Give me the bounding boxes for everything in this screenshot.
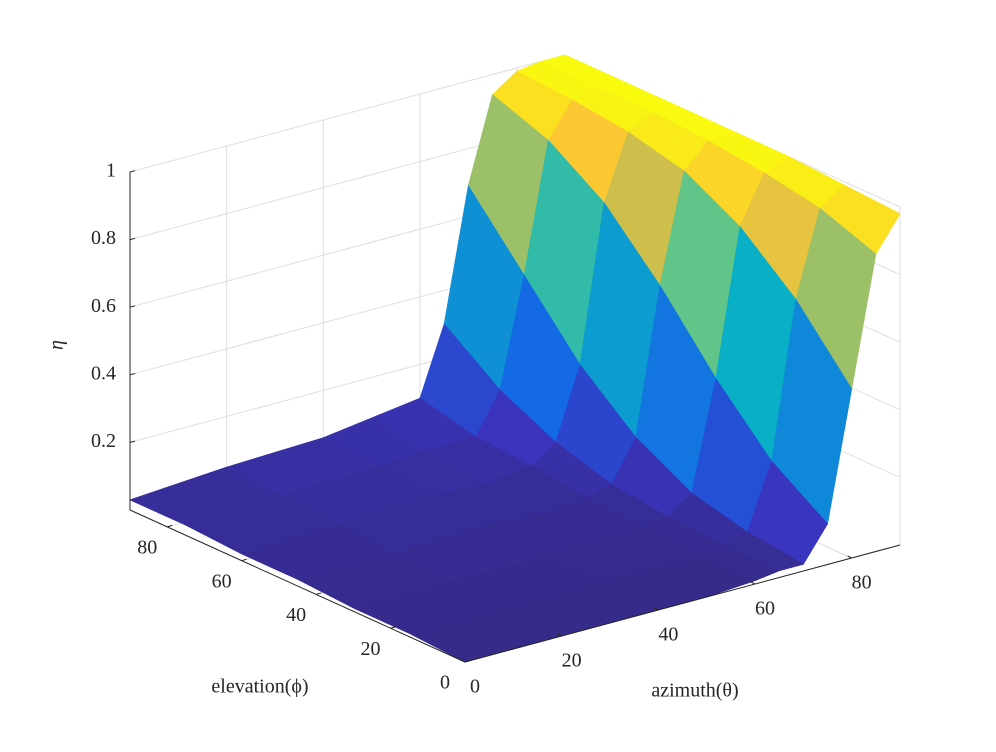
x-tick <box>750 581 756 585</box>
y-tick-label: 20 <box>361 638 381 660</box>
y-tick-label: 60 <box>212 570 232 592</box>
y-axis-label: elevation(ϕ) <box>211 676 308 698</box>
z-tick-label: 0.6 <box>91 295 116 317</box>
x-tick <box>557 633 562 637</box>
z-tick-label: 0.2 <box>91 430 116 452</box>
y-axis <box>129 509 466 663</box>
x-tick <box>847 555 852 559</box>
z-tick <box>129 170 136 173</box>
z-tick <box>129 237 136 241</box>
x-tick-label: 60 <box>755 598 775 620</box>
y-tick <box>390 626 396 629</box>
x-tick-label: 20 <box>562 650 582 672</box>
z-tick <box>129 373 136 376</box>
x-tick-label: 0 <box>470 676 480 698</box>
x-tick <box>654 607 659 611</box>
y-tick <box>464 660 471 663</box>
x-axis <box>464 544 901 663</box>
z-tick-label: 0.8 <box>91 227 116 249</box>
y-tick-label: 40 <box>286 604 306 626</box>
grid-line <box>129 54 566 173</box>
z-tick <box>129 305 136 308</box>
x-tick-label: 40 <box>658 624 678 646</box>
x-tick-label: 80 <box>852 572 872 594</box>
y-tick-label: 80 <box>137 536 157 558</box>
z-tick-label: 0.4 <box>91 362 116 384</box>
axes: 0 20 40 60 80 0 20 40 60 80 0.2 0.4 0.6 0.8 1 <box>91 160 901 698</box>
z-tick-label: 1 <box>106 160 116 182</box>
surface <box>129 54 901 663</box>
z-axis-label: η <box>46 340 68 350</box>
x-axis-label: azimuth(θ) <box>651 680 738 702</box>
z-tick <box>129 440 136 443</box>
y-tick-label: 0 <box>440 672 450 694</box>
y-tick <box>241 558 247 562</box>
y-tick <box>315 592 322 595</box>
y-tick <box>167 524 173 528</box>
x-tick <box>460 659 466 663</box>
